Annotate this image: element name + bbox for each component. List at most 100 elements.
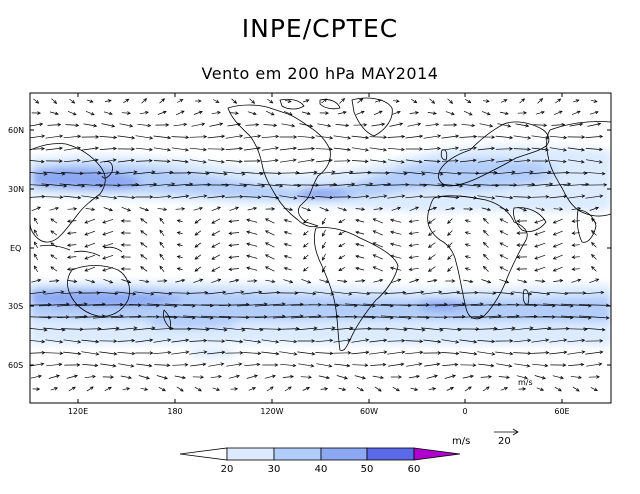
wind-vector-shaft	[228, 375, 240, 379]
wind-vector-shaft	[389, 123, 403, 127]
wind-vector-shaft	[572, 256, 580, 258]
wind-vector-head	[364, 148, 369, 152]
wind-vector-shaft	[119, 123, 133, 127]
wind-vector-shaft	[569, 123, 583, 127]
wind-vector-shaft	[332, 291, 352, 295]
wind-vector-shaft	[224, 291, 244, 295]
wind-vector-shaft	[390, 267, 402, 271]
wind-vector-head	[540, 387, 545, 391]
wind-vector-head	[459, 184, 464, 188]
wind-vector-shaft	[284, 255, 292, 259]
wind-vector-shaft	[244, 363, 260, 367]
wind-vector-shaft	[191, 123, 205, 127]
lat-label-30s: 30S	[8, 302, 23, 311]
wind-vector-shaft	[149, 183, 175, 187]
wind-vector-head	[238, 362, 243, 366]
wind-vector-shaft	[355, 219, 365, 223]
wind-vector-head	[490, 158, 495, 162]
wind-vector-shaft	[301, 207, 311, 211]
wind-vector-head	[365, 350, 370, 355]
wind-vector-shaft	[30, 184, 49, 186]
wind-vector-head	[364, 159, 369, 164]
wind-vector-shaft	[542, 316, 574, 318]
wind-vector-shaft	[315, 339, 333, 343]
wind-vector-head	[351, 182, 356, 186]
wind-vector-shaft	[297, 135, 315, 139]
wind-vector-head	[365, 338, 370, 342]
wind-vector-head	[439, 328, 444, 332]
wind-vector-head	[235, 278, 240, 283]
wind-vector-head	[355, 266, 360, 271]
wind-vector-head	[130, 364, 135, 368]
wind-vector-head	[382, 362, 387, 367]
wind-vector-shaft	[279, 147, 297, 151]
wind-vector-shaft	[425, 123, 439, 127]
wind-vector-shaft	[416, 303, 448, 307]
wind-vector-shaft	[97, 327, 119, 331]
wind-vector-shaft	[350, 291, 370, 295]
wind-vector-head	[571, 255, 576, 259]
wind-vector-head	[450, 387, 455, 391]
wind-vector-shaft	[68, 386, 76, 392]
wind-vector-head	[382, 160, 387, 164]
wind-vector-head	[427, 244, 432, 248]
wind-vector-head	[603, 183, 608, 187]
wind-vector-head	[347, 136, 352, 140]
wind-vector-shaft	[354, 375, 366, 379]
wind-vector-head	[367, 326, 372, 331]
wind-vector-shaft	[567, 195, 585, 199]
wind-vector-head	[343, 207, 348, 212]
wind-vector-head	[329, 351, 334, 356]
wind-vector-head	[327, 123, 332, 128]
wind-vector-head	[468, 112, 473, 116]
wind-vector-shaft	[392, 100, 400, 102]
wind-vector-shaft	[442, 364, 458, 366]
wind-vector-head	[482, 253, 487, 258]
wind-vector-shaft	[231, 98, 237, 104]
wind-vector-head	[408, 267, 413, 272]
wind-vector-head	[560, 375, 564, 380]
wind-vector-shaft	[265, 279, 275, 283]
wind-vector-head	[140, 254, 144, 258]
wind-vector-shaft	[373, 218, 383, 224]
wind-vector-head	[419, 134, 424, 138]
wind-vector-head	[309, 124, 314, 128]
wind-vector-shaft	[297, 351, 315, 355]
wind-vector-shaft	[409, 231, 419, 235]
wind-vector-shaft	[553, 230, 563, 236]
wind-vector-head	[432, 387, 437, 391]
wind-vector-shaft	[548, 291, 568, 295]
wind-vector-shaft	[243, 196, 261, 198]
wind-vector-shaft	[444, 375, 456, 379]
wind-vector-shaft	[151, 171, 173, 175]
wind-vector-head	[464, 243, 469, 247]
wind-vector-head	[77, 351, 82, 356]
wind-vector-head	[559, 278, 564, 283]
wind-vector-shaft	[409, 243, 419, 247]
wind-vector-shaft	[553, 218, 563, 224]
wind-vector-head	[605, 316, 610, 320]
wind-vector-shaft	[206, 291, 226, 295]
wind-vector-head	[239, 339, 244, 344]
wind-vector-shaft	[164, 303, 196, 307]
wind-vector-shaft	[33, 98, 39, 104]
wind-vector-shaft	[568, 364, 584, 366]
wind-vector-shaft	[67, 256, 77, 258]
wind-vector-shaft	[591, 242, 597, 248]
wind-vector-head	[433, 278, 438, 283]
wind-vector-shaft	[516, 375, 528, 379]
wind-vector-shaft	[213, 99, 219, 103]
wind-vector-shaft	[138, 375, 150, 379]
wind-vector-head	[399, 122, 404, 126]
wind-vector-shaft	[405, 135, 423, 139]
wind-vector-shaft	[177, 232, 183, 234]
wind-vector-head	[107, 99, 112, 103]
wind-vector-head	[581, 148, 585, 152]
wind-vector-head	[221, 194, 226, 199]
wind-vector-head	[131, 351, 136, 356]
wind-vector-head	[552, 220, 557, 224]
wind-vector-shaft	[248, 387, 256, 391]
wind-vector-shaft	[225, 196, 243, 198]
wind-vector-shaft	[211, 230, 221, 236]
wind-vector-shaft	[67, 268, 77, 270]
